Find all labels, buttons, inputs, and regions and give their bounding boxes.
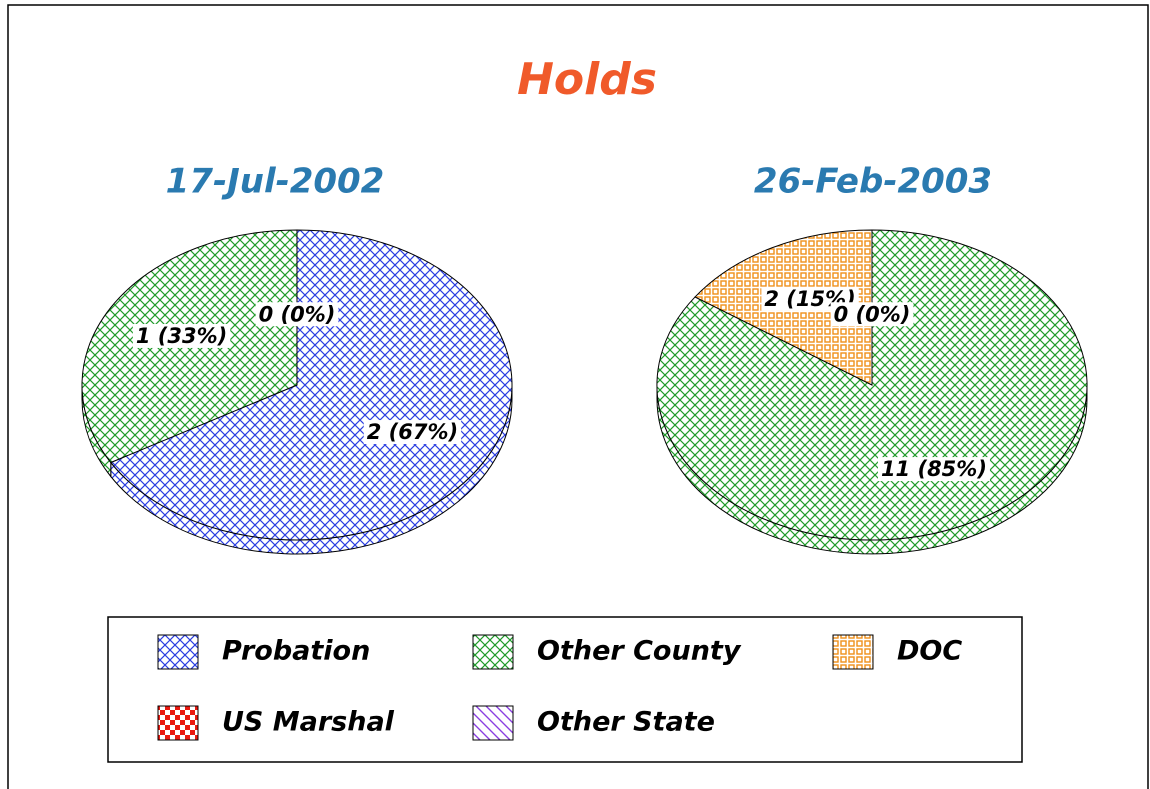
pie-title: 17-Jul-2002 — [166, 162, 385, 202]
data-label-bg — [363, 420, 462, 445]
pie-slice — [109, 229, 513, 541]
pie-title: 26-Feb-2003 — [754, 162, 992, 202]
data-label-bg — [255, 302, 339, 327]
legend-swatch — [157, 705, 199, 741]
pie: 2 (67%) 1 (33%) 0 (0%) — [81, 229, 513, 555]
legend-label: DOC — [897, 636, 962, 667]
legend-label: Other State — [537, 707, 715, 738]
pie: 11 (85%)2 (15%)0 (0%) — [656, 229, 1088, 555]
data-label: 0 (0%) — [834, 302, 911, 326]
data-label: 11 (85%) — [881, 457, 987, 481]
legend-swatch — [472, 705, 514, 741]
data-label: 1 (33%) — [136, 324, 227, 348]
data-label: 2 (67%) — [367, 420, 458, 444]
data-label-bg — [132, 323, 231, 348]
legend-label: Other County — [537, 636, 742, 667]
legend-swatch — [832, 634, 874, 670]
legend-label: US Marshal — [222, 707, 395, 738]
legend-swatch — [157, 634, 199, 670]
data-label-bg — [830, 302, 914, 327]
data-label-bg — [877, 457, 990, 482]
legend-label: Probation — [222, 636, 370, 667]
chart-title: Holds — [517, 54, 657, 105]
legend-swatch — [472, 634, 514, 670]
data-label: 0 (0%) — [259, 302, 336, 326]
